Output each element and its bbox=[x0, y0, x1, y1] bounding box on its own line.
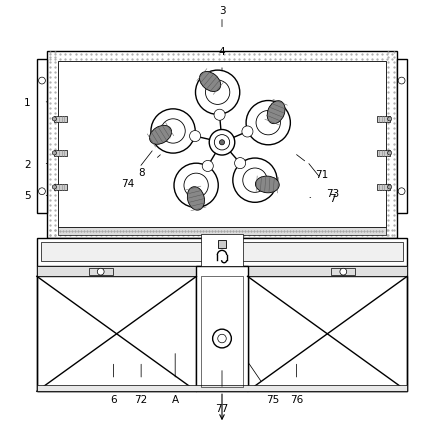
Ellipse shape bbox=[187, 187, 205, 211]
Text: 1: 1 bbox=[24, 98, 30, 108]
Circle shape bbox=[97, 269, 104, 276]
Circle shape bbox=[234, 158, 246, 169]
Bar bbox=[201, 234, 243, 266]
Circle shape bbox=[233, 158, 277, 203]
Circle shape bbox=[39, 78, 45, 85]
Ellipse shape bbox=[199, 72, 221, 92]
Circle shape bbox=[218, 334, 226, 343]
Bar bbox=[377, 184, 390, 190]
Bar bbox=[54, 150, 67, 156]
Ellipse shape bbox=[267, 101, 285, 124]
Bar bbox=[89, 269, 113, 276]
Bar bbox=[218, 241, 226, 248]
Text: 5: 5 bbox=[24, 191, 30, 201]
Text: 74: 74 bbox=[121, 178, 134, 188]
Bar bbox=[196, 266, 248, 391]
Circle shape bbox=[161, 120, 185, 144]
Text: 73: 73 bbox=[326, 189, 339, 199]
Text: 76: 76 bbox=[290, 394, 303, 404]
Circle shape bbox=[190, 131, 201, 142]
Bar bbox=[54, 184, 67, 190]
Bar bbox=[37, 266, 407, 277]
Bar bbox=[37, 277, 196, 391]
Circle shape bbox=[213, 329, 231, 348]
Circle shape bbox=[39, 188, 45, 195]
Text: 77: 77 bbox=[215, 403, 229, 413]
Text: 2: 2 bbox=[24, 159, 30, 169]
Circle shape bbox=[214, 110, 225, 121]
Circle shape bbox=[206, 81, 230, 105]
Circle shape bbox=[174, 164, 218, 208]
Text: 75: 75 bbox=[266, 394, 280, 404]
Circle shape bbox=[202, 161, 213, 172]
Circle shape bbox=[52, 185, 56, 190]
Circle shape bbox=[340, 269, 347, 276]
Circle shape bbox=[184, 174, 208, 198]
Circle shape bbox=[243, 169, 267, 193]
Circle shape bbox=[151, 109, 195, 154]
Bar bbox=[48, 52, 396, 239]
Bar bbox=[58, 62, 386, 228]
Circle shape bbox=[388, 185, 392, 190]
Bar bbox=[54, 117, 67, 123]
Circle shape bbox=[52, 118, 56, 122]
Circle shape bbox=[398, 188, 405, 195]
Text: 4: 4 bbox=[219, 47, 225, 57]
Text: 6: 6 bbox=[110, 394, 117, 404]
Bar bbox=[331, 269, 355, 276]
Circle shape bbox=[195, 71, 240, 115]
Bar bbox=[37, 239, 407, 266]
Bar bbox=[41, 243, 403, 262]
Text: A: A bbox=[172, 394, 179, 404]
Ellipse shape bbox=[255, 177, 279, 193]
Bar bbox=[37, 385, 407, 391]
Circle shape bbox=[388, 152, 392, 155]
Circle shape bbox=[256, 111, 281, 135]
Circle shape bbox=[209, 130, 235, 155]
Circle shape bbox=[242, 127, 253, 138]
Circle shape bbox=[398, 78, 405, 85]
Ellipse shape bbox=[150, 126, 171, 145]
Bar bbox=[377, 117, 390, 123]
Bar bbox=[377, 150, 390, 156]
Text: 71: 71 bbox=[315, 170, 329, 180]
Circle shape bbox=[246, 101, 290, 145]
Text: 72: 72 bbox=[135, 394, 148, 404]
Circle shape bbox=[52, 152, 56, 155]
Circle shape bbox=[214, 135, 230, 150]
Circle shape bbox=[388, 118, 392, 122]
Text: 7: 7 bbox=[329, 193, 336, 203]
Bar bbox=[58, 227, 386, 235]
Bar bbox=[396, 60, 407, 213]
Bar bbox=[248, 277, 407, 391]
Circle shape bbox=[219, 141, 225, 146]
Text: 3: 3 bbox=[219, 6, 225, 16]
Bar bbox=[37, 60, 48, 213]
Bar bbox=[201, 277, 243, 387]
Bar bbox=[37, 266, 407, 391]
Text: 8: 8 bbox=[138, 168, 144, 178]
